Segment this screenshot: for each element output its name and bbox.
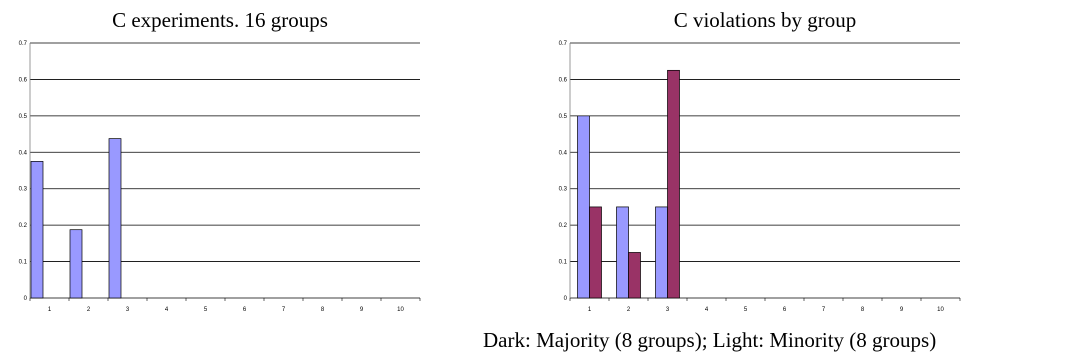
chart-1-ytick-label: 0.1 bbox=[19, 260, 28, 266]
chart-2-xtick-label: 3 bbox=[666, 307, 670, 313]
chart-1-xtick-label: 9 bbox=[360, 307, 364, 313]
chart-2-bar bbox=[616, 206, 629, 299]
chart-2-xtick-label: 8 bbox=[861, 307, 865, 313]
chart-2-ytick-label: 0.2 bbox=[559, 223, 568, 229]
chart-2-xtick-label: 9 bbox=[900, 307, 904, 313]
chart-1-xtick-label: 2 bbox=[87, 307, 91, 313]
chart-2-xtick-label: 4 bbox=[705, 307, 709, 313]
chart-2-ytick-label: 0.6 bbox=[559, 77, 568, 83]
chart-title-left: C experiments. 16 groups bbox=[112, 8, 328, 32]
chart-1-ytick-label: 0.6 bbox=[19, 77, 28, 83]
chart-2-bar bbox=[628, 252, 641, 299]
chart-2-xtick-label: 7 bbox=[822, 307, 826, 313]
chart-1-bar bbox=[30, 161, 44, 299]
chart-1-xtick-label: 1 bbox=[48, 307, 52, 313]
chart-2-xtick-label: 5 bbox=[744, 307, 748, 313]
chart-1-xtick-label: 5 bbox=[204, 307, 208, 313]
chart-1-xtick-label: 7 bbox=[282, 307, 286, 313]
chart-2-ytick-label: 0.7 bbox=[559, 41, 568, 47]
chart-1-xtick-label: 8 bbox=[321, 307, 325, 313]
chart-2-ytick-label: 0 bbox=[564, 296, 568, 302]
chart-2-ytick-label: 0.5 bbox=[559, 114, 568, 120]
chart-1-ytick-label: 0 bbox=[24, 296, 28, 302]
chart-2-xtick-label: 2 bbox=[627, 307, 631, 313]
chart-1-bar bbox=[108, 138, 122, 299]
chart-2-ytick-label: 0.1 bbox=[559, 260, 568, 266]
chart-1-ytick-label: 0.7 bbox=[19, 41, 28, 47]
chart-1-ytick-label: 0.2 bbox=[19, 223, 28, 229]
chart-1-xtick-label: 3 bbox=[126, 307, 130, 313]
chart-title-right: C violations by group bbox=[673, 8, 857, 32]
chart-2-ytick-label: 0.3 bbox=[559, 187, 568, 193]
chart-1-ytick-label: 0.5 bbox=[19, 114, 28, 120]
chart-2-bar bbox=[667, 69, 680, 299]
chart-2-bar bbox=[655, 206, 668, 299]
chart-1-xtick-label: 10 bbox=[397, 307, 404, 313]
chart-2-xtick-label: 10 bbox=[937, 307, 944, 313]
chart-2-ytick-label: 0.4 bbox=[559, 150, 568, 156]
chart-1-xtick-label: 6 bbox=[243, 307, 247, 313]
chart-2-bar bbox=[589, 206, 602, 299]
chart-1-ytick-label: 0.4 bbox=[19, 150, 28, 156]
chart-2-bar bbox=[577, 115, 590, 299]
legend-caption: Dark: Majority (8 groups); Light: Minori… bbox=[483, 328, 937, 352]
chart-1-ytick-label: 0.3 bbox=[19, 187, 28, 193]
chart-2-xtick-label: 1 bbox=[588, 307, 592, 313]
chart-1-bar bbox=[69, 229, 83, 299]
chart-2-xtick-label: 6 bbox=[783, 307, 787, 313]
chart-1-xtick-label: 4 bbox=[165, 307, 169, 313]
